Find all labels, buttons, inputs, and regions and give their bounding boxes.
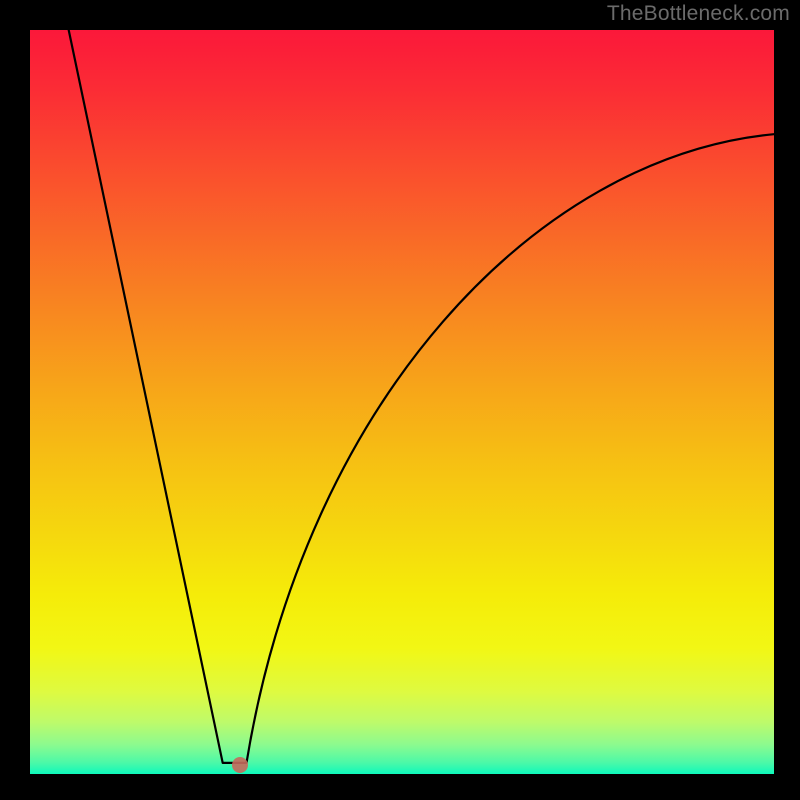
watermark-text: TheBottleneck.com	[607, 2, 790, 26]
optimal-point-marker	[232, 757, 248, 773]
chart-container: TheBottleneck.com	[0, 0, 800, 800]
plot-area	[30, 30, 774, 774]
